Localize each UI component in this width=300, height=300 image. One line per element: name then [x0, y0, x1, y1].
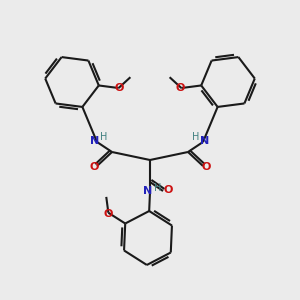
Text: N: N — [200, 136, 210, 146]
Text: H: H — [154, 183, 162, 193]
Text: O: O — [89, 162, 99, 172]
Text: O: O — [104, 209, 113, 219]
Text: H: H — [100, 132, 108, 142]
Text: H: H — [192, 132, 200, 142]
Text: N: N — [90, 136, 100, 146]
Text: N: N — [143, 186, 153, 196]
Text: O: O — [201, 162, 211, 172]
Text: O: O — [115, 83, 124, 93]
Text: O: O — [176, 83, 185, 93]
Text: O: O — [163, 185, 173, 195]
